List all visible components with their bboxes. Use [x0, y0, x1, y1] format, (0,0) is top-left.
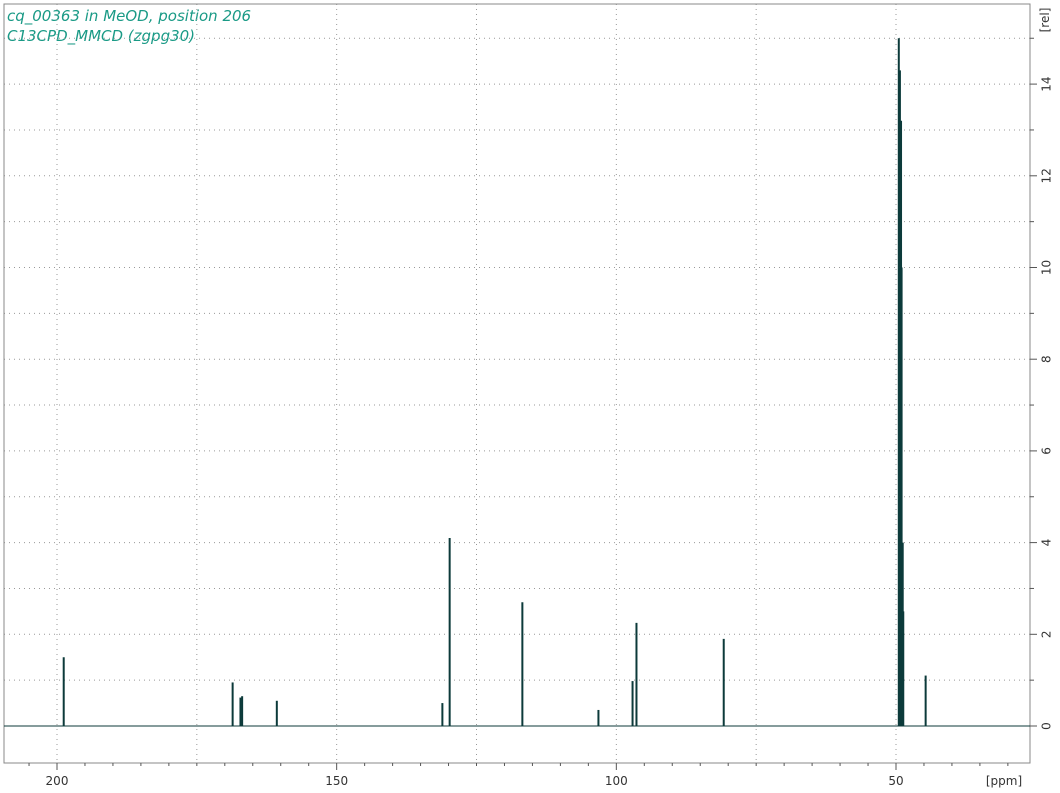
- y-tick-label: 14: [1040, 76, 1054, 91]
- x-tick-label: 100: [605, 774, 628, 788]
- y-tick-label: 0: [1040, 722, 1054, 730]
- y-axis-label: [rel]: [1038, 8, 1052, 33]
- plot-frame: [3, 3, 1031, 764]
- y-tick-label: 12: [1040, 168, 1054, 183]
- y-tick-label: 2: [1040, 630, 1054, 638]
- x-axis-label: [ppm]: [986, 774, 1022, 788]
- y-axis-ticks: 0 2 4 6 8 10 12 14: [1030, 37, 1054, 730]
- y-tick-label: 4: [1040, 539, 1054, 547]
- spectrum-title-line-2: C13CPD_MMCD (zgpg30): [7, 27, 196, 45]
- x-tick-label: 150: [325, 774, 348, 788]
- spectrum-title-line-1: cq_00363 in MeOD, position 206: [7, 7, 252, 25]
- peak-series: [62, 38, 927, 726]
- x-tick-label: 50: [888, 774, 903, 788]
- x-axis-ticks: 200 150 100 50: [28, 763, 1009, 788]
- y-tick-label: 10: [1040, 260, 1054, 275]
- x-tick-label: 200: [46, 774, 69, 788]
- y-tick-label: 8: [1040, 355, 1054, 363]
- grid-lines: [4, 4, 1030, 763]
- y-tick-label: 6: [1040, 447, 1054, 455]
